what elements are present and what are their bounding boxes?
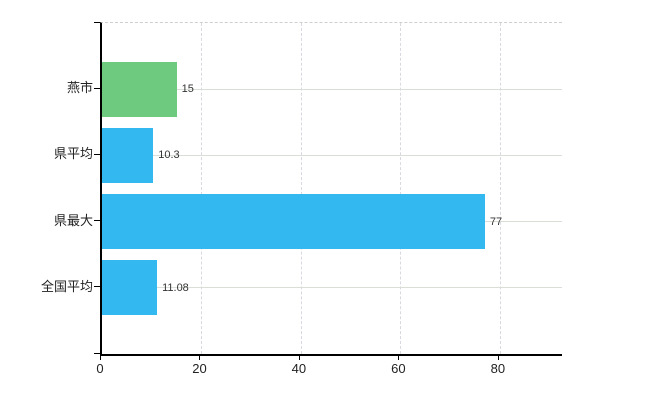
bar: [102, 260, 158, 316]
vertical-gridline: [499, 23, 501, 354]
y-axis-tick: [94, 87, 100, 89]
plot-inner: 15 10.3 77 11.08: [102, 23, 562, 354]
category-label: 全国平均: [40, 278, 93, 294]
horizontal-gridline: [102, 287, 562, 289]
horizontal-gridline: [102, 88, 562, 90]
y-axis-tick: [94, 153, 100, 155]
y-axis-tick: [94, 220, 100, 222]
x-tick-label: 40: [291, 361, 307, 376]
vertical-gridline: [400, 23, 402, 354]
category-label: 燕市: [66, 80, 93, 96]
y-axis-end-tick: [94, 22, 100, 23]
bar-value-label: 15: [181, 83, 194, 96]
x-tick-label: 60: [391, 361, 406, 376]
x-tick-label: 20: [192, 361, 207, 376]
bar-value-label: 11.08: [162, 281, 189, 294]
vertical-gridline: [201, 23, 203, 354]
x-axis-tick: [398, 355, 400, 360]
y-axis-tick: [94, 286, 100, 288]
bar: [102, 194, 485, 250]
x-axis-tick: [199, 355, 201, 360]
x-tick-label: 0: [96, 361, 104, 376]
vertical-gridline: [300, 23, 302, 354]
y-axis-end-tick: [94, 353, 100, 354]
bar: [102, 61, 177, 117]
x-axis-tick: [100, 355, 101, 360]
x-tick-label: 80: [490, 361, 506, 376]
horizontal-gridline: [102, 154, 562, 156]
plot-area: 15 10.3 77 11.08: [100, 22, 562, 356]
bar: [102, 127, 154, 183]
category-label: 県平均: [53, 146, 93, 162]
x-axis-tick: [298, 355, 300, 360]
x-axis-tick: [497, 355, 499, 360]
category-label: 県最大: [53, 212, 93, 228]
bar-value-label: 10.3: [158, 149, 180, 162]
bar-value-label: 77: [489, 215, 503, 228]
